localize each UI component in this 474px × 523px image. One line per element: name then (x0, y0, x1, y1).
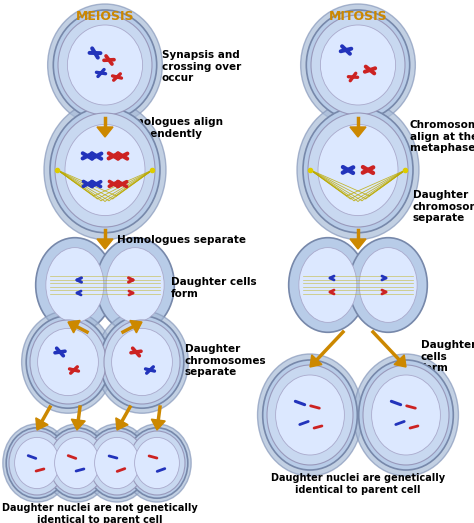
Ellipse shape (6, 428, 68, 498)
Ellipse shape (372, 375, 440, 455)
Polygon shape (394, 355, 406, 367)
Polygon shape (116, 418, 128, 430)
Polygon shape (151, 419, 165, 430)
Ellipse shape (96, 237, 174, 332)
Ellipse shape (301, 4, 415, 126)
Ellipse shape (48, 4, 162, 126)
Ellipse shape (55, 437, 100, 488)
Ellipse shape (311, 15, 405, 115)
Ellipse shape (359, 247, 417, 322)
Ellipse shape (89, 431, 145, 495)
Ellipse shape (263, 360, 357, 470)
Ellipse shape (363, 365, 449, 465)
Ellipse shape (22, 311, 114, 413)
Polygon shape (68, 321, 80, 333)
Ellipse shape (58, 15, 152, 115)
Ellipse shape (30, 320, 106, 404)
Polygon shape (350, 127, 366, 137)
Polygon shape (310, 355, 322, 367)
Text: Daughter cells
form: Daughter cells form (171, 277, 256, 299)
Ellipse shape (95, 437, 139, 488)
Ellipse shape (86, 428, 148, 498)
Ellipse shape (43, 424, 111, 502)
Ellipse shape (49, 431, 105, 495)
Ellipse shape (303, 107, 413, 233)
Ellipse shape (135, 437, 179, 488)
Ellipse shape (44, 100, 166, 240)
Text: MITOSIS: MITOSIS (328, 10, 387, 23)
Ellipse shape (308, 113, 408, 227)
Ellipse shape (46, 247, 104, 322)
Ellipse shape (359, 360, 453, 470)
Ellipse shape (123, 424, 191, 502)
Ellipse shape (257, 354, 363, 476)
Ellipse shape (46, 428, 108, 498)
Ellipse shape (129, 431, 185, 495)
Polygon shape (130, 321, 142, 333)
Ellipse shape (26, 316, 110, 408)
Text: Daughter nuclei are genetically
identical to parent cell: Daughter nuclei are genetically identica… (271, 473, 445, 495)
Ellipse shape (96, 311, 188, 413)
Ellipse shape (50, 107, 160, 233)
Ellipse shape (320, 25, 396, 105)
Polygon shape (97, 127, 113, 137)
Ellipse shape (65, 124, 145, 215)
Text: Synapsis and
crossing over
occur: Synapsis and crossing over occur (162, 50, 241, 83)
Text: Homologues separate: Homologues separate (117, 235, 246, 245)
Polygon shape (350, 239, 366, 249)
Ellipse shape (37, 328, 99, 395)
Ellipse shape (275, 375, 345, 455)
Ellipse shape (104, 320, 180, 404)
Ellipse shape (299, 247, 357, 322)
Ellipse shape (289, 237, 367, 332)
Ellipse shape (100, 316, 184, 408)
Polygon shape (97, 239, 113, 249)
Ellipse shape (106, 247, 164, 322)
Ellipse shape (9, 431, 65, 495)
Text: Daughter nuclei are not genetically
identical to parent cell: Daughter nuclei are not genetically iden… (2, 503, 198, 523)
Ellipse shape (318, 124, 398, 215)
Ellipse shape (67, 25, 143, 105)
Ellipse shape (36, 237, 114, 332)
Ellipse shape (354, 354, 458, 476)
Ellipse shape (306, 10, 410, 120)
Ellipse shape (3, 424, 71, 502)
Text: Daughter
cells
form: Daughter cells form (421, 340, 474, 373)
Ellipse shape (297, 100, 419, 240)
Ellipse shape (83, 424, 151, 502)
Text: MEIOSIS: MEIOSIS (76, 10, 134, 23)
Ellipse shape (15, 437, 59, 488)
Ellipse shape (111, 328, 173, 395)
Text: Daughter
chromosomes
separate: Daughter chromosomes separate (413, 190, 474, 223)
Ellipse shape (53, 10, 157, 120)
Text: Homologues align
independently: Homologues align independently (117, 117, 223, 139)
Ellipse shape (349, 237, 427, 332)
Text: Chromosomes
align at the
metaphase plate: Chromosomes align at the metaphase plate (410, 120, 474, 153)
Text: Daughter
chromosomes
separate: Daughter chromosomes separate (185, 344, 266, 377)
Ellipse shape (126, 428, 188, 498)
Ellipse shape (55, 113, 155, 227)
Polygon shape (72, 419, 85, 430)
Polygon shape (36, 418, 48, 430)
Ellipse shape (267, 365, 353, 465)
